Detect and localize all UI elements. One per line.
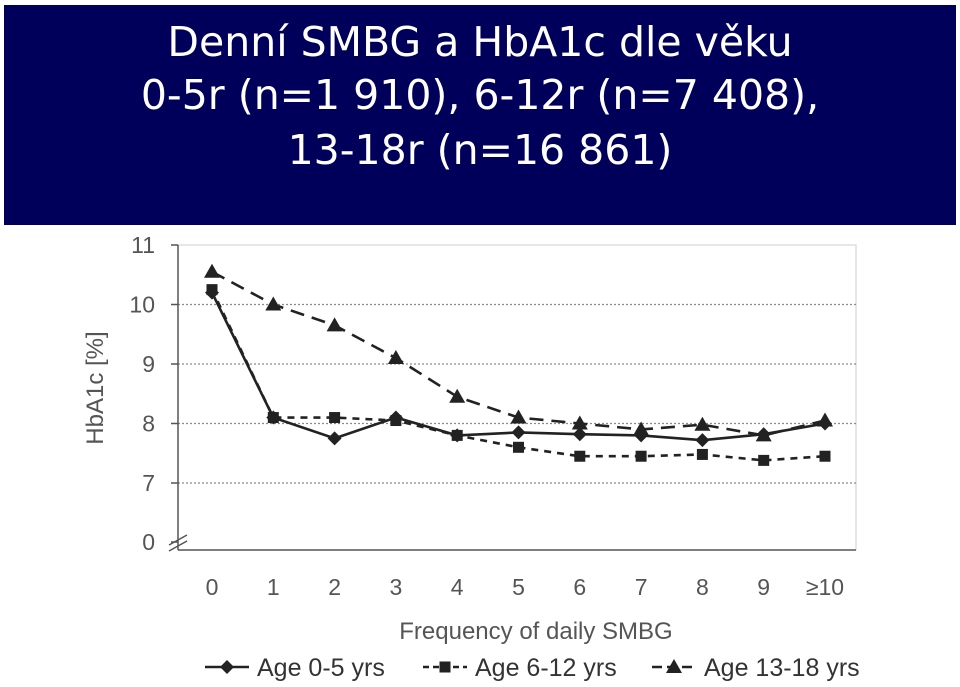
point-s3-4	[449, 388, 466, 403]
legend-label-3: Age 13-18 yrs	[704, 654, 860, 682]
point-s3-6	[571, 415, 588, 430]
title-line-2: 0-5r (n=1 910), 6-12r (n=7 408),	[140, 71, 820, 119]
point-s2-2	[329, 412, 341, 424]
axis-break-mark-1	[168, 534, 188, 546]
point-s1-5	[511, 425, 526, 440]
point-s2-3	[390, 415, 402, 427]
y-tick-label-8: 8	[142, 411, 155, 437]
legend: Age 0-5 yrs Age 6-12 yrs Age 13-18 yrs	[205, 654, 860, 682]
legend-swatch-marker-1	[220, 660, 234, 674]
point-s2-7	[635, 450, 647, 462]
legend-item-3: Age 13-18 yrs	[652, 654, 860, 682]
title-line-1: Denní SMBG a HbA1c dle věku	[167, 18, 793, 66]
hba1c-line-chart: 0 7 8 9 10 11 0 1 2 3 4 5 6 7 8 9 ≥10 Frequency of dail…	[82, 232, 860, 682]
x-tick-label-7: 7	[635, 574, 648, 600]
point-s2-0	[206, 284, 218, 296]
x-tick-label-1: 1	[267, 574, 280, 600]
x-tick-label-3: 3	[390, 574, 403, 600]
point-s2-9	[758, 454, 770, 466]
legend-swatch-marker-3	[666, 659, 682, 673]
point-s2-8	[696, 448, 708, 460]
x-tick-label-6: 6	[573, 574, 586, 600]
point-s3-10	[817, 412, 833, 427]
point-s3-1	[265, 296, 282, 311]
x-tick-label-2: 2	[328, 574, 341, 600]
x-tick-labels: 0 1 2 3 4 5 6 7 8 9 ≥10	[206, 574, 845, 600]
x-tick-label-10: ≥10	[806, 574, 844, 600]
title-line-3: 13-18r (n=16 861)	[287, 126, 673, 174]
point-s3-2	[326, 317, 343, 332]
series-3	[204, 263, 833, 442]
point-s1-2	[327, 431, 342, 446]
series-layer	[204, 263, 833, 466]
legend-label-2: Age 6-12 yrs	[475, 654, 617, 682]
y-tick-label-0: 0	[142, 529, 155, 555]
x-tick-label-0: 0	[206, 574, 219, 600]
point-s2-4	[451, 429, 463, 441]
legend-item-2: Age 6-12 yrs	[423, 654, 617, 682]
point-s2-5	[513, 441, 524, 453]
x-tick-label-8: 8	[696, 574, 709, 600]
y-tick-label-11: 11	[131, 232, 155, 258]
y-axis-title: HbA1c [%]	[82, 331, 109, 444]
point-s3-0	[204, 263, 220, 278]
y-tick-label-10: 10	[129, 292, 155, 318]
point-s3-5	[510, 409, 527, 424]
x-tick-label-5: 5	[512, 574, 525, 600]
legend-swatch-marker-2	[439, 661, 451, 673]
point-s2-10	[819, 450, 831, 462]
axis-break-mark-2	[168, 540, 188, 552]
x-tick-label-4: 4	[451, 574, 464, 600]
title-panel: Denní SMBG a HbA1c dle věku 0-5r (n=1 91…	[4, 5, 956, 225]
axes	[168, 244, 856, 552]
x-tick-label-9: 9	[757, 574, 770, 600]
legend-label-1: Age 0-5 yrs	[257, 654, 385, 682]
point-s2-6	[574, 450, 586, 462]
y-tick-labels: 0 7 8 9 10 11	[129, 232, 155, 555]
point-s1-8	[695, 433, 710, 448]
legend-item-1: Age 0-5 yrs	[205, 654, 385, 682]
point-s1-6	[572, 427, 587, 442]
point-s2-1	[267, 412, 279, 424]
series-2	[206, 284, 831, 466]
point-s3-7	[633, 421, 650, 436]
point-s3-3	[387, 350, 404, 365]
y-tick-label-7: 7	[142, 470, 155, 496]
y-tick-label-9: 9	[142, 351, 155, 377]
x-axis-title: Frequency of daily SMBG	[399, 618, 672, 645]
point-s3-8	[694, 416, 711, 431]
plot-area	[177, 244, 857, 551]
plot-background	[177, 244, 857, 551]
point-s3-9	[755, 427, 772, 442]
